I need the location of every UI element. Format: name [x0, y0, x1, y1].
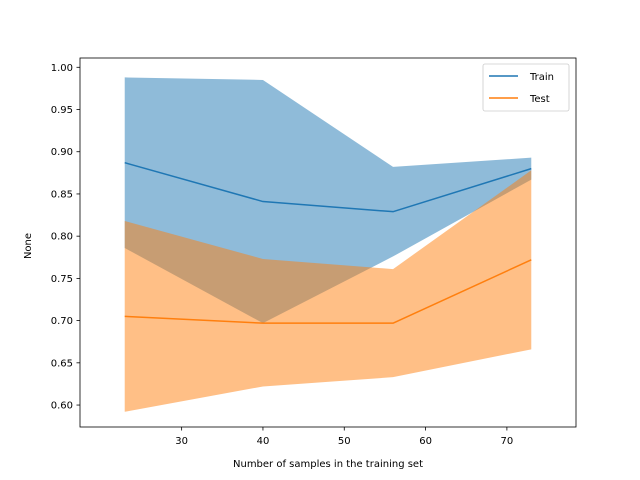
legend-label-train: Train: [529, 72, 554, 83]
lines-layer: [124, 161, 532, 324]
y-tick-label: 0.60: [51, 401, 73, 412]
legend: Train Test: [482, 63, 570, 112]
line-test: [124, 259, 532, 324]
line-train: [124, 161, 532, 213]
y-tick-label: 0.90: [51, 147, 73, 158]
x-tick-label: 60: [419, 436, 432, 447]
x-tick-label: 50: [338, 436, 351, 447]
y-tick-label: 0.65: [51, 358, 73, 369]
x-tick-label: 70: [501, 436, 514, 447]
y-axis-label: None: [23, 233, 34, 259]
y-tick-label: 0.75: [51, 274, 73, 285]
y-tick-label: 0.85: [51, 189, 73, 200]
axes-frame: [79, 57, 577, 428]
y-tick-label: 1.00: [51, 63, 73, 74]
y-tick-label: 0.70: [51, 316, 73, 327]
x-tick-label: 30: [175, 436, 188, 447]
legend-box: [482, 63, 570, 112]
bands-layer: [124, 77, 532, 412]
legend-label-test: Test: [529, 94, 550, 105]
y-tick-label: 0.95: [51, 105, 73, 116]
band-test: [124, 170, 532, 412]
x-tick-label: 40: [257, 436, 270, 447]
y-tick-label: 0.80: [51, 232, 73, 243]
y-axis: 0.60 0.65 0.70 0.75 0.80 0.85 0.90 0.95 1.00: [51, 63, 80, 412]
plot-frame: [79, 57, 577, 428]
x-axis-label: Number of samples in the training set: [233, 459, 423, 470]
x-axis: 30 40 50 60 70: [175, 427, 513, 447]
